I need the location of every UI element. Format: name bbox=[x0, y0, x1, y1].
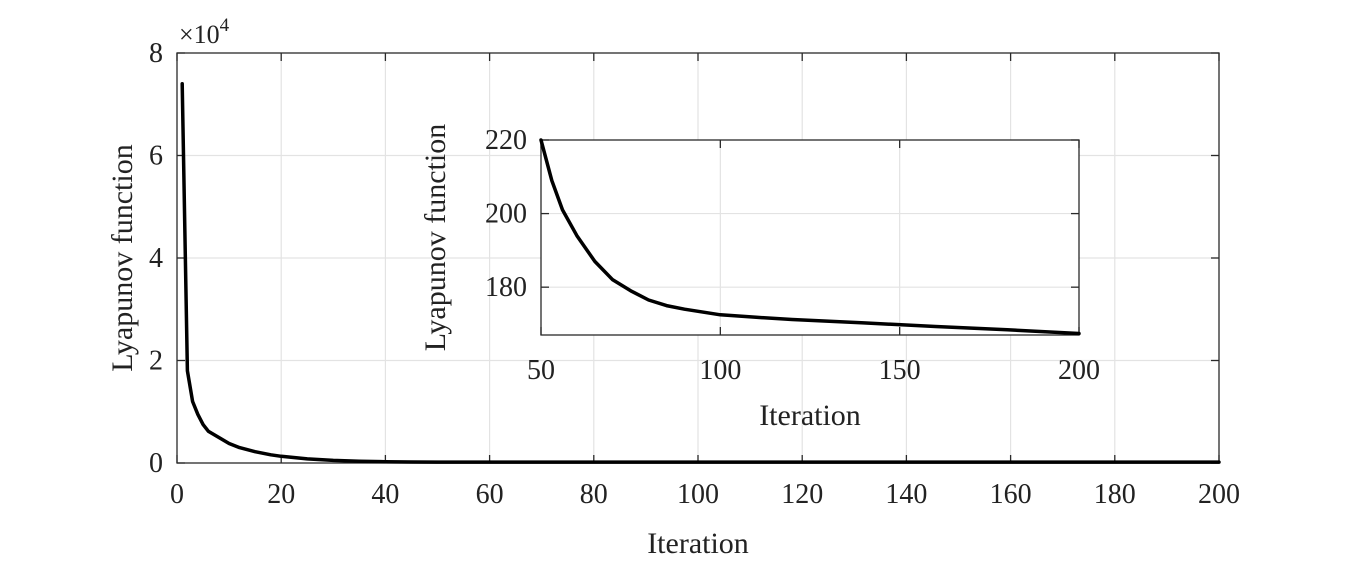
x-axis-label: Iteration bbox=[759, 399, 861, 432]
x-tick-label: 20 bbox=[267, 479, 295, 510]
x-tick-label: 180 bbox=[1094, 479, 1136, 510]
y-tick-label: 220 bbox=[485, 125, 527, 156]
x-tick-label: 160 bbox=[990, 479, 1032, 510]
x-tick-label: 100 bbox=[677, 479, 719, 510]
y-tick-label: 4 bbox=[149, 243, 163, 274]
y-axis-multiplier-exponent: 4 bbox=[220, 15, 230, 36]
x-tick-label: 80 bbox=[580, 479, 608, 510]
y-axis-multiplier-base: ×10 bbox=[179, 20, 220, 49]
plot-background bbox=[541, 140, 1079, 335]
x-tick-label: 100 bbox=[699, 355, 741, 386]
x-tick-label: 150 bbox=[879, 355, 921, 386]
x-tick-label: 0 bbox=[170, 479, 184, 510]
x-tick-label: 120 bbox=[781, 479, 823, 510]
series-line bbox=[180, 82, 1221, 464]
y-tick-label: 2 bbox=[149, 346, 163, 377]
y-axis-label: Lyapunov function bbox=[419, 124, 452, 351]
x-tick-label: 40 bbox=[371, 479, 399, 510]
x-axis-label: Iteration bbox=[647, 527, 749, 560]
y-tick-label: 6 bbox=[149, 141, 163, 172]
y-tick-label: 180 bbox=[485, 272, 527, 303]
plot-frame bbox=[540, 139, 1080, 336]
y-tick-label: 200 bbox=[485, 199, 527, 230]
y-tick-label: 8 bbox=[149, 38, 163, 69]
series-line bbox=[539, 138, 1081, 336]
y-axis-label: Lyapunov function bbox=[106, 144, 139, 371]
x-tick-label: 140 bbox=[885, 479, 927, 510]
main-plot: 0 20 40 60 80 100 120 140 160 180 200 0 2 4 6 8 Iteratio… bbox=[106, 15, 1240, 560]
y-tick-label: 0 bbox=[149, 448, 163, 479]
x-tick-label: 50 bbox=[527, 355, 555, 386]
y-axis-multiplier: ×104 bbox=[179, 15, 230, 49]
x-tick-label: 60 bbox=[476, 479, 504, 510]
x-tick-label: 200 bbox=[1058, 355, 1100, 386]
inset-plot: 50 100 150 200 180 200 220 Iteration Lyapunov fu… bbox=[419, 124, 1100, 432]
x-tick-label: 200 bbox=[1198, 479, 1240, 510]
